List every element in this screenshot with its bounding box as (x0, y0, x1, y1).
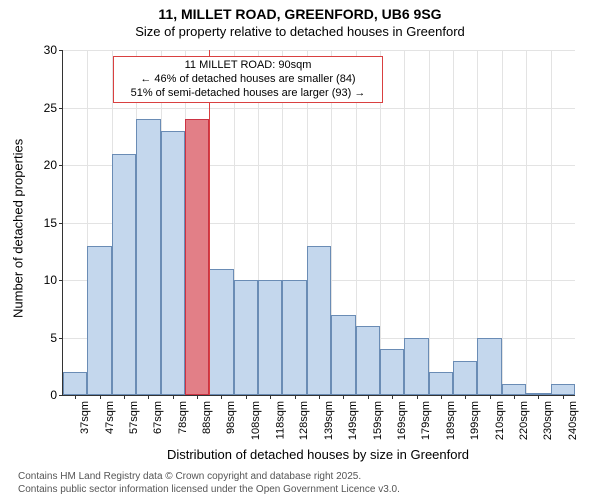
plot-area: 05101520253037sqm47sqm57sqm67sqm78sqm88s… (62, 50, 575, 396)
footer-line-2: Contains public sector information licen… (18, 484, 400, 497)
y-tick-label: 30 (44, 43, 63, 57)
bar (136, 119, 160, 395)
x-tick-mark (538, 395, 539, 399)
bar (453, 361, 477, 396)
bar (63, 372, 87, 395)
x-tick-mark (148, 395, 149, 399)
x-tick-mark (343, 395, 344, 399)
x-tick-mark (75, 395, 76, 399)
bar (112, 154, 136, 396)
bar (404, 338, 428, 396)
x-tick-mark (441, 395, 442, 399)
x-tick-mark (246, 395, 247, 399)
annotation-line: 11 MILLET ROAD: 90sqm (120, 59, 376, 73)
x-tick-mark (417, 395, 418, 399)
y-tick-label: 20 (44, 158, 63, 172)
footer-attribution: Contains HM Land Registry data © Crown c… (18, 471, 400, 496)
bar-highlight (185, 119, 209, 395)
bar (477, 338, 501, 396)
bar (87, 246, 111, 396)
chart-subtitle: Size of property relative to detached ho… (0, 24, 600, 39)
x-tick-mark (319, 395, 320, 399)
y-tick-label: 0 (50, 388, 63, 402)
y-tick-label: 25 (44, 101, 63, 115)
grid-line-h (63, 50, 575, 51)
grid-line-v (526, 50, 527, 395)
bar (331, 315, 355, 396)
x-tick-mark (490, 395, 491, 399)
bar (258, 280, 282, 395)
x-tick-mark (173, 395, 174, 399)
grid-line-v (502, 50, 503, 395)
bar (356, 326, 380, 395)
annotation-line: 51% of semi-detached houses are larger (… (120, 87, 376, 101)
grid-line-v (551, 50, 552, 395)
x-tick-mark (270, 395, 271, 399)
y-tick-label: 10 (44, 273, 63, 287)
x-tick-mark (100, 395, 101, 399)
chart-container: 11, MILLET ROAD, GREENFORD, UB6 9SG Size… (0, 0, 600, 500)
x-tick-mark (221, 395, 222, 399)
x-tick-mark (563, 395, 564, 399)
x-tick-mark (197, 395, 198, 399)
x-axis-label: Distribution of detached houses by size … (62, 447, 574, 462)
grid-line-v (453, 50, 454, 395)
bar (429, 372, 453, 395)
bar (502, 384, 526, 396)
bar (307, 246, 331, 396)
x-tick-mark (392, 395, 393, 399)
x-tick-mark (368, 395, 369, 399)
x-tick-mark (514, 395, 515, 399)
bar (380, 349, 404, 395)
x-tick-mark (465, 395, 466, 399)
annotation-line: ← 46% of detached houses are smaller (84… (120, 73, 376, 87)
bar (282, 280, 306, 395)
y-tick-label: 15 (44, 216, 63, 230)
grid-line-v (429, 50, 430, 395)
bar (234, 280, 258, 395)
x-tick-mark (124, 395, 125, 399)
x-tick-mark (295, 395, 296, 399)
bar (161, 131, 185, 396)
bar (209, 269, 233, 396)
chart-title: 11, MILLET ROAD, GREENFORD, UB6 9SG (0, 6, 600, 22)
y-tick-label: 5 (50, 331, 63, 345)
grid-line-h (63, 108, 575, 109)
footer-line-1: Contains HM Land Registry data © Crown c… (18, 471, 400, 484)
bar (551, 384, 575, 396)
annotation-box: 11 MILLET ROAD: 90sqm← 46% of detached h… (113, 56, 383, 103)
